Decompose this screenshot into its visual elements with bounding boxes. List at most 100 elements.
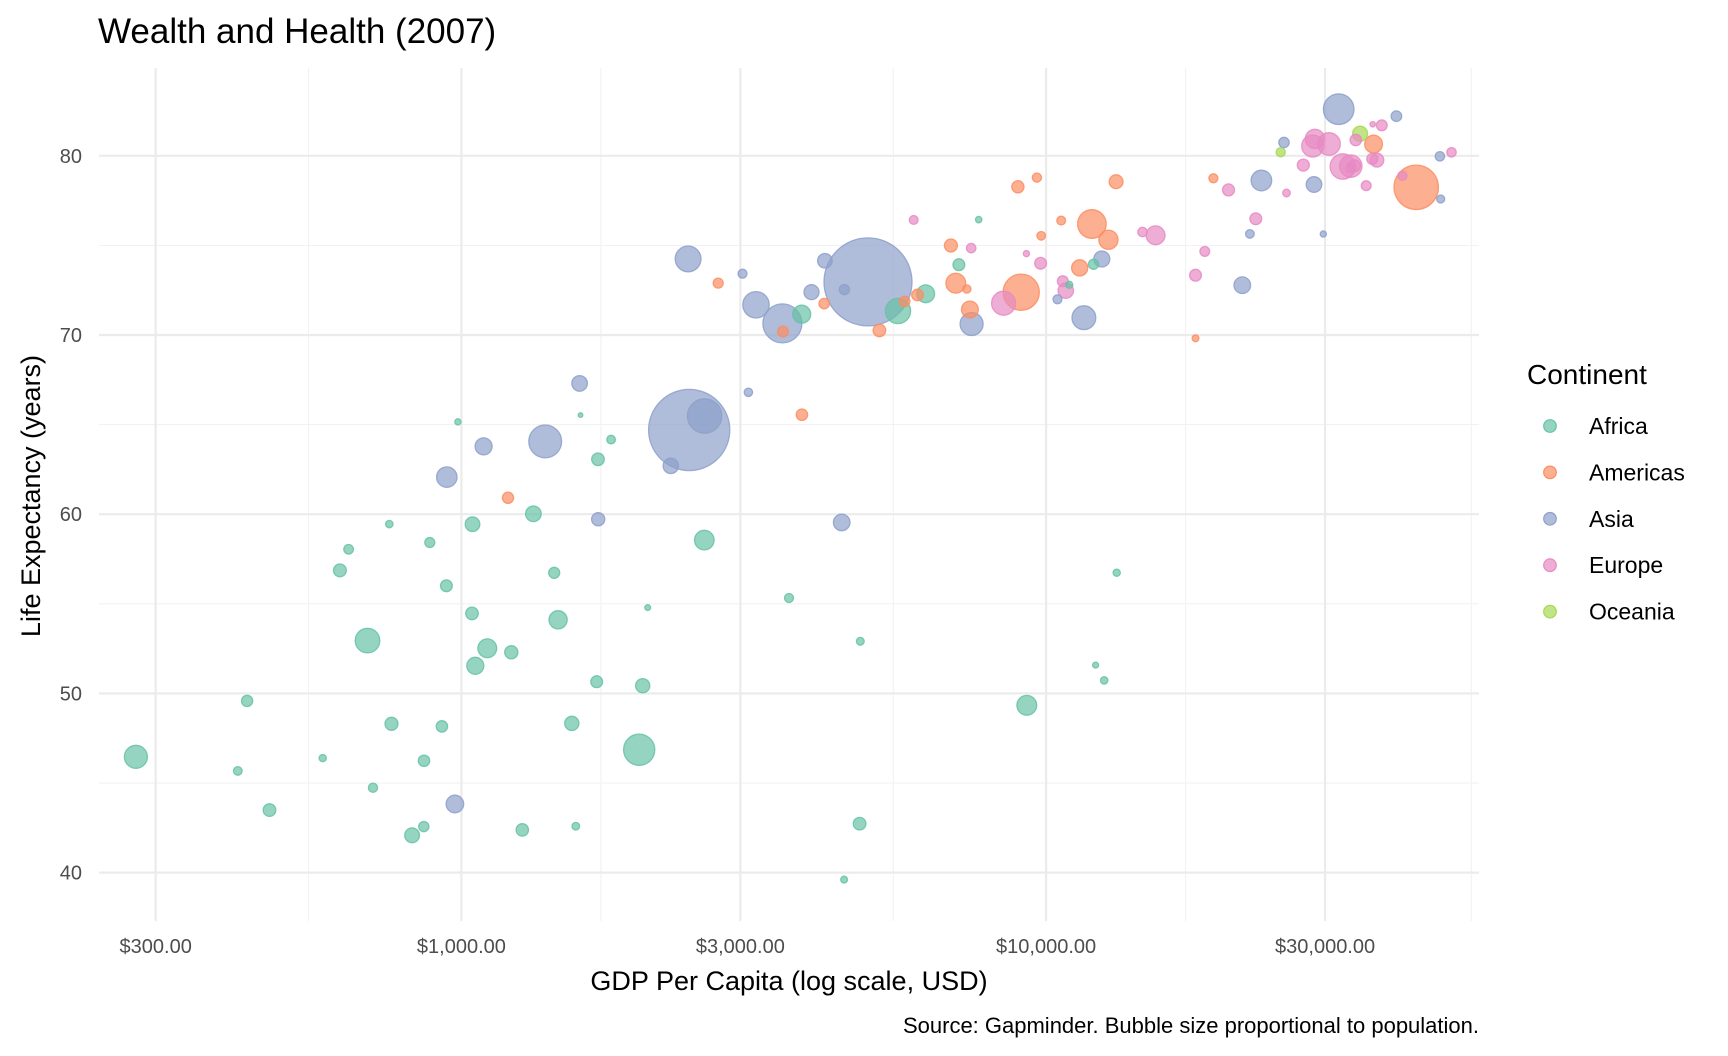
bubble-africa [435,720,449,733]
bubble-africa [477,638,498,659]
x-tick-label: $3,000.00 [696,936,785,958]
bubble-europe [1137,226,1148,238]
bubble-africa [606,434,617,445]
bubble-asia [528,424,563,459]
bubble-europe [990,290,1017,316]
bubble-americas [1108,174,1124,190]
bubble-americas [872,323,887,338]
x-tick-label: $30,000.00 [1275,936,1375,958]
bubble-asia [571,374,589,392]
bubble-africa [591,452,605,467]
x-tick-label: $300.00 [120,936,192,958]
legend: Continent Africa Americas Asia Europe Oceani… [1527,359,1685,625]
bubble-africa [548,610,568,630]
bubble-americas [1031,172,1043,183]
bubble-africa [974,215,983,224]
x-tick-label: $1,000.00 [417,936,506,958]
bubble-asia [1436,194,1446,204]
x-tick-label: $10,000.00 [996,936,1096,958]
bubble-africa [852,816,867,831]
bubble-americas [1364,134,1384,154]
x-axis-title: GDP Per Capita (log scale, USD) [590,966,987,996]
legend-title: Continent [1527,359,1647,390]
bubble-europe [1360,180,1372,192]
bubble-africa [577,412,584,419]
bubble-africa [262,803,277,818]
legend-key-africa [1543,419,1557,433]
bubble-europe [1282,188,1291,198]
bubble-americas [943,238,959,253]
bubble-africa [1091,661,1100,669]
legend-key-europe [1543,558,1557,573]
bubble-asia [1322,93,1355,126]
bubble-americas [945,272,967,294]
bubble-americas [712,277,724,289]
y-tick-label: 70 [60,325,82,347]
bubble-africa [454,418,462,426]
bubble-africa [783,592,795,604]
bubble-americas [1011,180,1025,194]
bubbles [123,93,1457,884]
gridlines [99,68,1479,921]
bubble-americas [1191,334,1200,343]
bubble-asia [1244,228,1255,239]
bubble-europe [1022,249,1031,258]
legend-label-europe: Europe [1589,552,1663,578]
bubble-africa [515,823,530,837]
bubble-africa [1016,694,1038,716]
bubble-asia [674,245,702,273]
bubble-asia [1278,136,1290,149]
legend-label-oceania: Oceania [1589,599,1675,625]
bubble-africa [564,715,580,732]
bubble-europe [1369,120,1377,128]
bubble-africa [367,782,379,793]
bubble-africa [952,258,966,272]
bubble-europe [1446,146,1457,158]
bubble-africa [644,604,652,612]
bubble-europe [1221,183,1236,197]
bubble-asia [647,388,731,472]
y-tick-label: 60 [60,504,82,526]
y-tick-label: 80 [60,146,82,168]
bubble-americas [1208,173,1219,184]
bubble-europe [1188,268,1203,282]
bubble-asia [474,437,493,456]
bubble-africa [439,579,453,593]
bubble-europe [965,242,977,254]
bubble-asia [1434,150,1446,162]
bubble-africa [1099,676,1109,685]
bubble-africa [417,754,431,768]
bubble-asia [445,794,465,814]
bubble-europe [1375,119,1388,132]
bubble-americas [501,491,515,505]
bubble-africa [1112,568,1121,577]
legend-label-asia: Asia [1589,506,1634,532]
bubble-asia [1390,110,1403,123]
bubble-europe [1145,225,1166,246]
bubble-asia [435,466,458,488]
bubble-americas [1056,215,1067,226]
bubble-africa [424,536,436,549]
chart-title: Wealth and Health (2007) [98,12,496,51]
bubble-asia [686,398,723,434]
bubble-americas [962,284,972,294]
bubble-africa [792,304,812,324]
bubble-americas [1036,230,1047,241]
bubble-asia [1052,294,1063,305]
bubble-asia [742,290,770,319]
bubble-asia [737,268,748,279]
bubble-europe [908,214,919,225]
bubble-asia [832,513,851,532]
bubble-asia [590,511,606,527]
bubble-africa [318,753,327,763]
bubble-africa [384,716,399,731]
bubble-asia [838,283,851,296]
bubble-americas [1098,229,1119,250]
bubble-africa [384,519,394,529]
bubble-americas [898,295,911,308]
legend-label-americas: Americas [1589,459,1685,485]
bubble-asia [1071,305,1097,331]
bubble-africa [466,656,485,675]
chart-caption: Source: Gapminder. Bubble size proportio… [903,1013,1479,1038]
